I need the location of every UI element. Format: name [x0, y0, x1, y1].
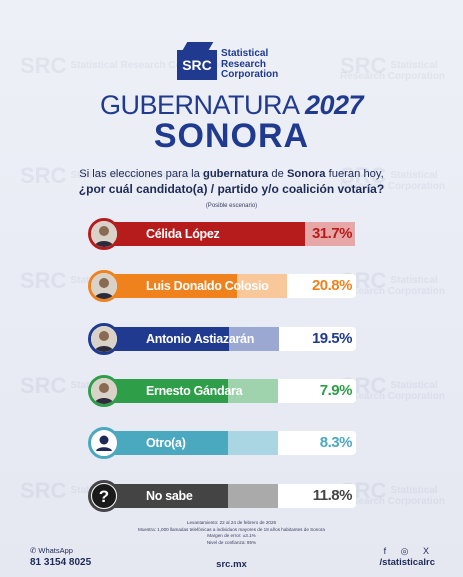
candidate-photo	[88, 270, 120, 302]
title-gubernatura: GUBERNATURA 2027	[99, 90, 364, 120]
logo-text: Statistical Research Corporation	[221, 48, 279, 80]
bar-highlight	[294, 222, 355, 246]
src-logo: SRC Statistical Research Corporation	[177, 46, 307, 84]
social-icons[interactable]: f ◎ X	[383, 546, 435, 556]
social-links[interactable]: f ◎ X /statisticalrc	[380, 546, 435, 568]
bar-row: Luis Donaldo Colosio 20.8%	[88, 270, 356, 302]
title-sonora: SONORA	[153, 117, 310, 155]
bar-label: Luis Donaldo Colosio	[146, 279, 269, 293]
bar-label: Ernesto Gándara	[146, 384, 243, 398]
bar-value-label: 20.8%	[311, 277, 353, 294]
bar-highlight	[226, 274, 287, 298]
bar-value-label: 11.8%	[312, 487, 353, 504]
bar-highlight	[218, 379, 278, 403]
bar-row: ? No sabe 11.8%	[88, 480, 356, 512]
bar-highlight	[218, 484, 278, 508]
social-handle: /statisticalrc	[379, 557, 435, 568]
question-line2: ¿por cuál candidato(a) / partido y/o coa…	[78, 182, 385, 196]
bar	[108, 327, 229, 351]
whatsapp-icon: ✆	[30, 546, 39, 555]
bar-label: Otro(a)	[146, 436, 186, 450]
bar-label: No sabe	[146, 489, 193, 503]
scenario-note: (Posible escenario)	[205, 203, 258, 209]
bar	[108, 379, 228, 403]
bar	[108, 484, 228, 508]
question-line1: Si las elecciones para la gubernatura de…	[79, 168, 384, 180]
bar-row: Antonio Astiazarán 19.5%	[88, 323, 356, 355]
whatsapp-label: ✆ WhatsApp	[30, 546, 73, 555]
whatsapp-number: 81 3154 8025	[30, 557, 92, 568]
logo-mark: SRC	[177, 50, 217, 80]
bar-value-label: 7.9%	[319, 382, 353, 399]
whatsapp-contact[interactable]: ✆ WhatsApp 81 3154 8025	[30, 546, 91, 568]
bar-value-label: 31.7%	[311, 225, 353, 242]
bar	[108, 222, 305, 246]
question-icon: ?	[88, 480, 120, 512]
bar-row: Otro(a) 8.3%	[88, 427, 356, 459]
svg-text:?: ?	[99, 487, 109, 506]
person-icon	[88, 427, 120, 459]
bar-row: Célida López 31.7%	[88, 218, 356, 250]
candidate-photo	[88, 218, 120, 250]
bar-label: Célida López	[146, 227, 220, 241]
bar-value-label: 8.3%	[319, 434, 353, 451]
bar-highlight	[218, 327, 279, 351]
bar	[108, 274, 237, 298]
bar-label: Antonio Astiazarán	[146, 332, 255, 346]
website-link[interactable]: src.mx	[216, 559, 247, 570]
footnote: Levantamiento: 22 al 24 de febrero de 20…	[138, 520, 325, 545]
bar-row: Ernesto Gándara 7.9%	[88, 375, 356, 407]
bar-highlight	[218, 431, 278, 455]
candidate-photo	[88, 375, 120, 407]
bar-value-label: 19.5%	[311, 330, 353, 347]
candidate-photo	[88, 323, 120, 355]
bar	[108, 431, 228, 455]
